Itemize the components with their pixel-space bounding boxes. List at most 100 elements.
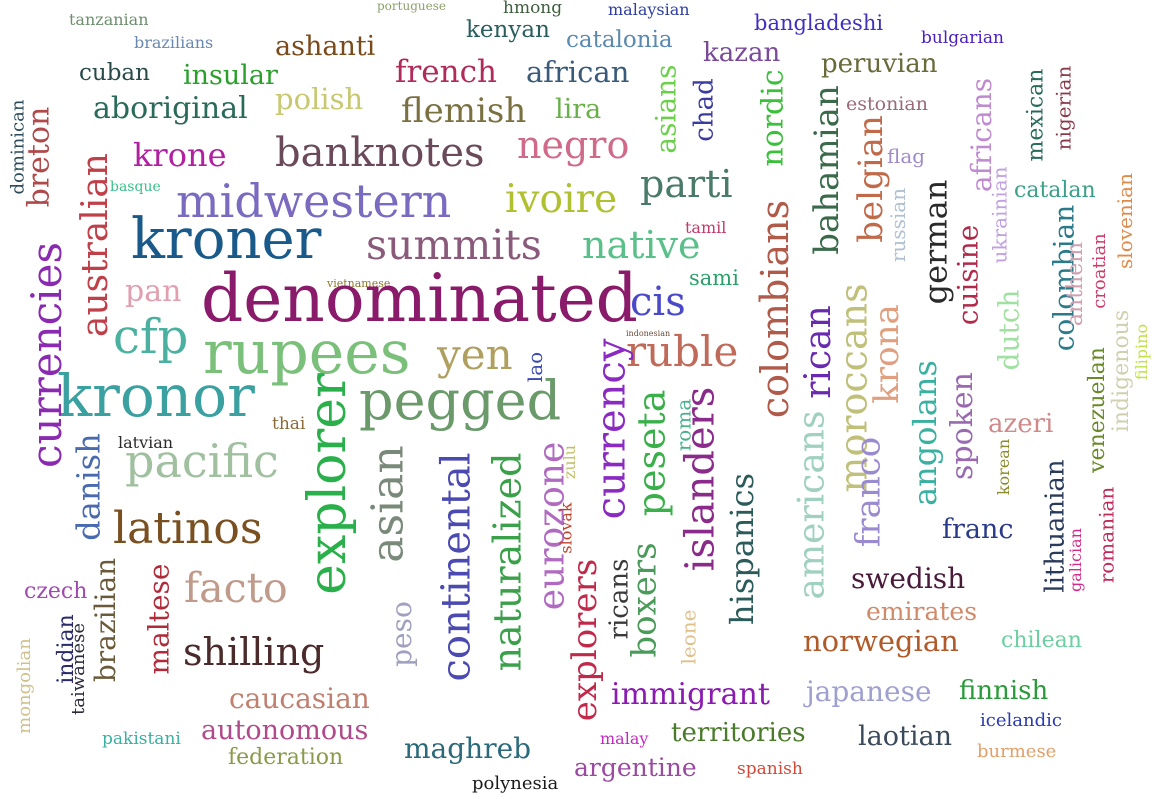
word-leone: leone [676,609,701,665]
word-malaysian: malaysian [608,0,690,19]
word-negro: negro [517,123,630,167]
word-native: native [582,223,701,267]
word-taiwanese: taiwanese [68,623,89,715]
word-burmese: burmese [977,741,1057,762]
word-catalonia: catalonia [566,27,673,53]
word-peso: peso [384,601,418,667]
word-korean: korean [994,438,1014,496]
word-thai: thai [272,414,306,434]
word-malay: malay [600,729,649,748]
word-japanese: japanese [806,675,932,708]
word-ashanti: ashanti [275,31,376,62]
word-nordic: nordic [755,69,791,167]
word-mongolian: mongolian [13,638,35,734]
word-parti: parti [640,162,733,206]
word-shilling: shilling [183,630,325,674]
word-ruble: ruble [626,327,739,376]
word-galician: galician [1065,528,1085,592]
word-polish: polish [275,82,364,116]
word-peseta: peseta [629,389,674,517]
word-belgian: belgian [850,115,891,243]
word-ukrainian: ukrainian [987,166,1012,264]
word-aboriginal: aboriginal [93,91,248,126]
word-boxers: boxers [624,542,665,658]
word-romanian: romanian [1094,486,1119,584]
word-currency: currency [588,338,635,520]
word-spanish: spanish [737,759,803,779]
word-franco: franco [848,436,889,548]
word-icelandic: icelandic [980,710,1062,731]
word-slovak: slovak [556,502,576,554]
word-summits: summits [366,221,542,269]
word-australian: australian [74,153,116,337]
word-estonian: estonian [846,93,928,115]
word-federation: federation [228,745,344,770]
word-explorer: explorer [297,373,358,595]
word-czech: czech [24,579,88,604]
word-breton: breton [21,106,57,208]
word-maghreb: maghreb [404,732,532,765]
word-vietnamese: vietnamese [327,277,391,290]
word-denominated: denominated [201,260,638,337]
word-immigrant: immigrant [611,677,770,712]
word-venezuelan: venezuelan [1084,347,1110,473]
word-krone: krone [133,136,227,174]
word-croatian: croatian [1088,233,1110,309]
word-asian: asian [362,445,414,563]
word-catalan: catalan [1014,178,1096,203]
word-indigenous: indigenous [1109,309,1135,433]
word-autonomous: autonomous [201,715,369,746]
word-midwestern: midwestern [176,174,452,228]
word-slovenian: slovenian [1112,173,1137,269]
word-lira: lira [555,94,602,125]
word-chilean: chilean [1001,628,1082,653]
word-insular: insular [183,60,278,91]
word-russian: russian [886,187,911,263]
word-portuguese: portuguese [377,0,446,13]
word-continental: continental [433,452,480,682]
word-latinos: latinos [113,503,263,554]
word-bulgarian: bulgarian [921,28,1004,48]
word-maltese: maltese [142,563,176,675]
word-islanders: islanders [677,386,724,572]
word-rupees: rupees [203,318,411,388]
word-indonesian: indonesian [626,329,671,338]
word-kazan: kazan [703,38,781,68]
word-danish: danish [69,433,108,541]
word-norwegian: norwegian [803,624,959,658]
word-filipino: filipino [1132,323,1152,381]
word-french: french [395,54,497,90]
word-peruvian: peruvian [821,49,938,79]
word-pacific: pacific [125,434,279,488]
word-colombians: colombians [753,199,798,419]
word-azeri: azeri [988,409,1054,439]
word-pegged: pegged [359,369,562,432]
word-explorers: explorers [565,558,606,722]
word-basque: basque [110,179,161,195]
word-emirates: emirates [866,597,978,626]
word-african: african [526,55,630,89]
word-currencies: currencies [22,242,71,468]
word-kenyan: kenyan [466,17,550,43]
word-nigerian: nigerian [1051,65,1076,151]
word-spoken: spoken [944,372,980,480]
word-bahamian: bahamian [806,85,847,255]
word-territories: territories [671,718,806,748]
word-polynesia: polynesia [472,773,559,794]
word-mexican: mexican [1023,68,1049,162]
word-angolans: angolans [905,360,944,506]
word-franc: franc [942,514,1014,545]
word-finnish: finnish [959,676,1049,706]
word-asians: asians [649,64,683,154]
word-krona: krona [866,304,907,404]
word-tanzanian: tanzanian [69,10,149,29]
word-sami: sami [689,266,739,290]
word-cfp: cfp [113,309,189,365]
word-cuisine: cuisine [951,224,985,326]
word-argentine: argentine [574,753,697,782]
word-flemish: flemish [401,91,527,131]
word-banknotes: banknotes [275,130,485,176]
word-naturalized: naturalized [485,452,530,672]
word-brazilians: brazilians [134,33,214,52]
